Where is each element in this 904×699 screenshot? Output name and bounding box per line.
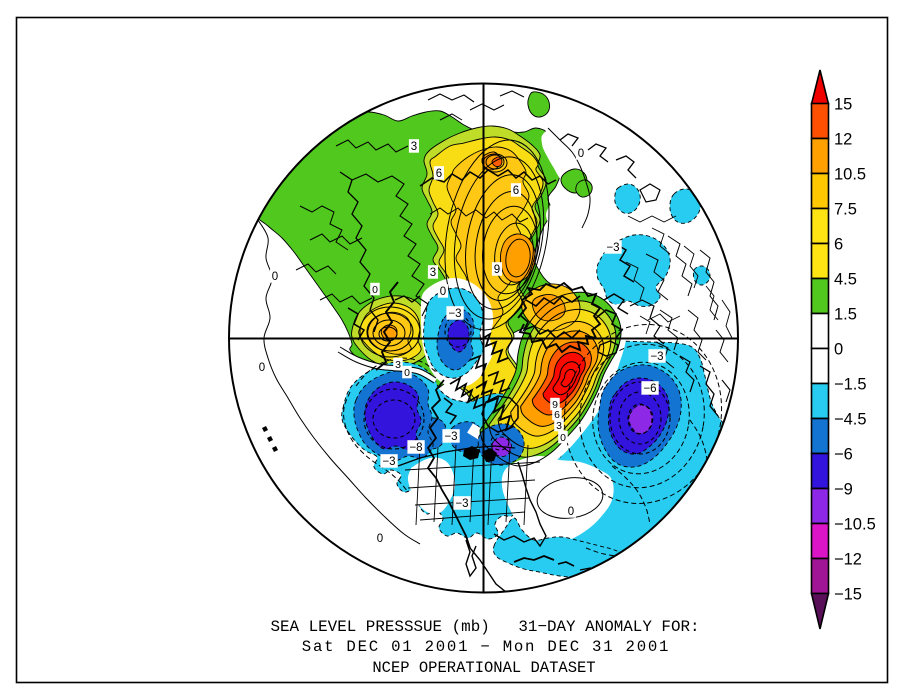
svg-text:−3: −3 [650, 351, 663, 363]
svg-text:0: 0 [568, 506, 574, 518]
svg-text:−3: −3 [382, 456, 395, 468]
svg-text:0: 0 [259, 362, 265, 374]
svg-text:0: 0 [272, 271, 278, 283]
svg-text:0: 0 [377, 533, 383, 545]
svg-text:Sat DEC 01 2001 − Mon DEC 31 2: Sat DEC 01 2001 − Mon DEC 31 2001 [302, 638, 670, 656]
svg-text:9: 9 [494, 264, 500, 276]
svg-text:−3: −3 [444, 431, 457, 443]
svg-text:SEA LEVEL PRESSSUE (mb) 31−D: SEA LEVEL PRESSSUE (mb) 31−DAY ANOMALY F… [270, 618, 699, 636]
svg-text:−9: −9 [834, 481, 853, 499]
svg-text:6: 6 [834, 236, 843, 254]
svg-text:6: 6 [554, 409, 560, 421]
svg-text:3: 3 [411, 141, 417, 153]
svg-text:10.5: 10.5 [834, 166, 866, 184]
svg-text:0: 0 [440, 286, 446, 298]
svg-text:−1.5: −1.5 [834, 376, 867, 394]
svg-text:−8: −8 [409, 442, 422, 454]
svg-text:3: 3 [395, 359, 401, 371]
svg-text:3: 3 [556, 420, 562, 432]
svg-text:0: 0 [372, 284, 378, 296]
svg-text:6: 6 [513, 185, 519, 197]
svg-text:6: 6 [436, 168, 442, 180]
svg-text:−3: −3 [448, 308, 461, 320]
svg-text:−6: −6 [834, 446, 853, 464]
svg-text:7.5: 7.5 [834, 201, 857, 219]
svg-text:−3: −3 [606, 242, 619, 254]
svg-text:15: 15 [834, 96, 852, 114]
svg-text:−12: −12 [834, 551, 862, 569]
svg-text:−15: −15 [834, 586, 862, 604]
svg-text:−10.5: −10.5 [834, 516, 876, 534]
svg-text:1.5: 1.5 [834, 306, 857, 324]
svg-text:4.5: 4.5 [834, 271, 857, 289]
svg-text:−4.5: −4.5 [834, 411, 867, 429]
svg-text:12: 12 [834, 131, 852, 149]
svg-text:0: 0 [834, 341, 843, 359]
svg-text:−6: −6 [643, 383, 656, 395]
svg-text:0: 0 [578, 148, 584, 160]
svg-text:9: 9 [552, 399, 558, 411]
svg-text:−3: −3 [455, 498, 468, 510]
svg-text:0: 0 [404, 367, 410, 379]
svg-text:3: 3 [430, 267, 436, 279]
svg-text:NCEP OPERATIONAL DATASET: NCEP OPERATIONAL DATASET [372, 659, 595, 677]
svg-text:0: 0 [560, 432, 566, 444]
